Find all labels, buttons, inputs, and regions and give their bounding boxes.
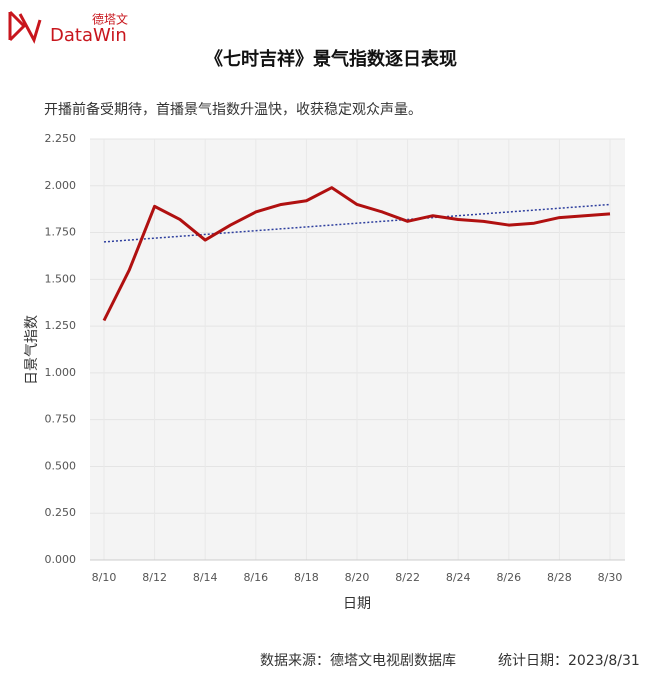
logo: 德塔文 DataWin	[8, 10, 128, 46]
x-tick-label: 8/26	[496, 571, 521, 584]
y-tick-label: 1.500	[45, 272, 77, 285]
logo-en: DataWin	[50, 25, 127, 46]
line-series	[102, 186, 611, 322]
source: 数据来源：德塔文电视剧数据库	[260, 653, 456, 669]
chart-subtitle: 开播前备受期待，首播景气指数升温快，收获稳定观众声量。	[44, 101, 422, 118]
y-tick-label: 0.000	[45, 553, 77, 566]
x-tick-label: 8/14	[193, 571, 218, 584]
y-tick-label: 0.250	[45, 506, 77, 519]
x-tick-label: 8/28	[547, 571, 572, 584]
y-tick-label: 0.750	[45, 413, 77, 426]
logo-mark	[8, 10, 42, 44]
y-tick-label: 2.250	[45, 132, 77, 145]
y-tick-label: 1.750	[45, 226, 77, 239]
date-note: 统计日期：2023/8/31	[498, 653, 640, 669]
x-tick-label: 8/22	[395, 571, 420, 584]
y-tick-label: 2.000	[45, 179, 77, 192]
y-tick-label: 1.250	[45, 319, 77, 332]
y-axis-label: 日景气指数	[24, 315, 40, 385]
x-tick-label: 8/18	[294, 571, 319, 584]
x-tick-label: 8/10	[92, 571, 117, 584]
y-tick-label: 1.000	[45, 366, 77, 379]
x-axis-label: 日期	[343, 596, 371, 612]
logo-cn: 德塔文	[92, 12, 128, 27]
trendline	[103, 203, 611, 243]
x-tick-label: 8/20	[345, 571, 370, 584]
chart-title: 《七时吉祥》景气指数逐日表现	[205, 48, 457, 70]
y-tick-label: 0.500	[45, 459, 77, 472]
x-tick-label: 8/24	[446, 571, 471, 584]
x-tick-label: 8/30	[598, 571, 623, 584]
x-tick-label: 8/12	[142, 571, 167, 584]
x-tick-label: 8/16	[243, 571, 268, 584]
